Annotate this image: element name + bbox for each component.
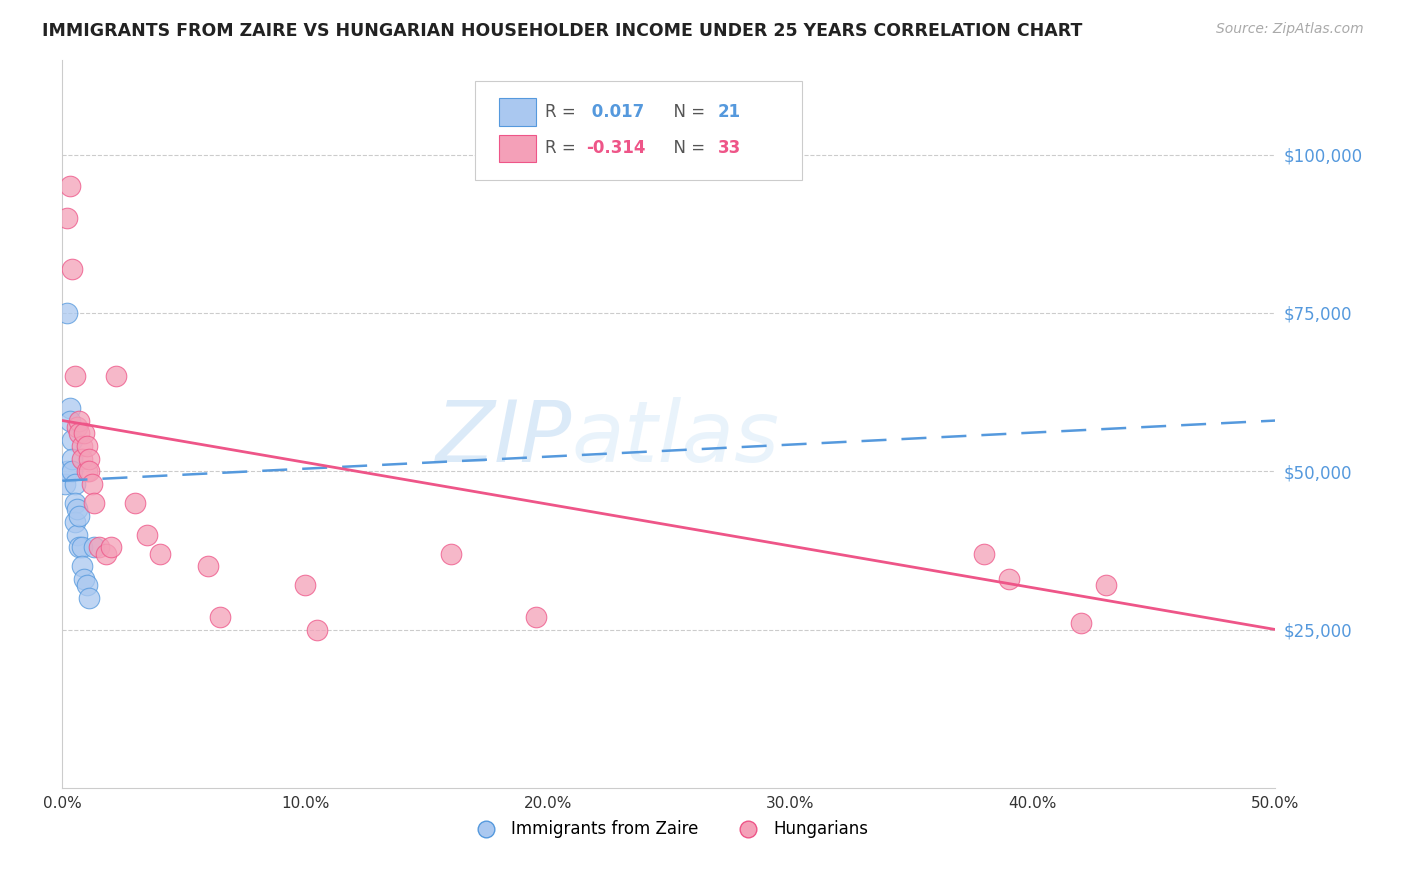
Text: Source: ZipAtlas.com: Source: ZipAtlas.com [1216, 22, 1364, 37]
Text: N =: N = [662, 139, 710, 158]
Point [77, 591, 100, 605]
Text: ZIP: ZIP [436, 397, 572, 480]
Point [294, 578, 316, 592]
Point [60, 261, 83, 276]
Point [136, 527, 159, 541]
Text: IMMIGRANTS FROM ZAIRE VS HUNGARIAN HOUSEHOLDER INCOME UNDER 25 YEARS CORRELATION: IMMIGRANTS FROM ZAIRE VS HUNGARIAN HOUSE… [42, 22, 1083, 40]
Point [60, 464, 83, 478]
Point [524, 610, 547, 624]
Point [76, 439, 98, 453]
Point [66, 420, 89, 434]
Text: -0.314: -0.314 [586, 139, 645, 158]
Point [83, 540, 105, 554]
Point [83, 496, 105, 510]
Point [1070, 616, 1092, 631]
Point [1094, 578, 1116, 592]
Point [307, 623, 329, 637]
Point [69, 413, 91, 427]
Point [440, 547, 463, 561]
Point [96, 547, 118, 561]
Point [104, 369, 127, 384]
Point [69, 426, 91, 441]
Legend: Immigrants from Zaire, Hungarians: Immigrants from Zaire, Hungarians [463, 814, 875, 845]
Text: atlas: atlas [572, 397, 780, 480]
Text: 0.017: 0.017 [586, 103, 645, 121]
Point [60, 433, 83, 447]
Point [63, 496, 86, 510]
Point [56, 464, 79, 478]
Point [209, 610, 232, 624]
Point [69, 540, 91, 554]
Point [63, 476, 86, 491]
Point [53, 476, 76, 491]
Point [66, 527, 89, 541]
FancyBboxPatch shape [475, 81, 803, 180]
Point [70, 559, 93, 574]
Point [997, 572, 1019, 586]
Point [73, 426, 96, 441]
Bar [499, 98, 536, 126]
Point [69, 508, 91, 523]
Text: 33: 33 [717, 139, 741, 158]
Text: R =: R = [546, 139, 581, 158]
Point [100, 540, 122, 554]
Point [70, 439, 93, 453]
Point [59, 401, 82, 415]
Point [80, 476, 103, 491]
Point [76, 464, 98, 478]
Point [66, 502, 89, 516]
Point [56, 211, 79, 225]
Text: N =: N = [662, 103, 710, 121]
Point [197, 559, 219, 574]
Point [973, 547, 995, 561]
Point [87, 540, 110, 554]
Point [63, 515, 86, 529]
Point [70, 540, 93, 554]
Text: R =: R = [546, 103, 581, 121]
Point [76, 578, 98, 592]
Point [59, 413, 82, 427]
Point [148, 547, 170, 561]
Point [124, 496, 146, 510]
Point [56, 306, 79, 320]
Point [63, 369, 86, 384]
Point [77, 451, 100, 466]
Point [77, 464, 100, 478]
Text: 21: 21 [717, 103, 741, 121]
Point [59, 179, 82, 194]
Point [73, 572, 96, 586]
Point [70, 451, 93, 466]
Point [60, 451, 83, 466]
Bar [499, 135, 536, 162]
